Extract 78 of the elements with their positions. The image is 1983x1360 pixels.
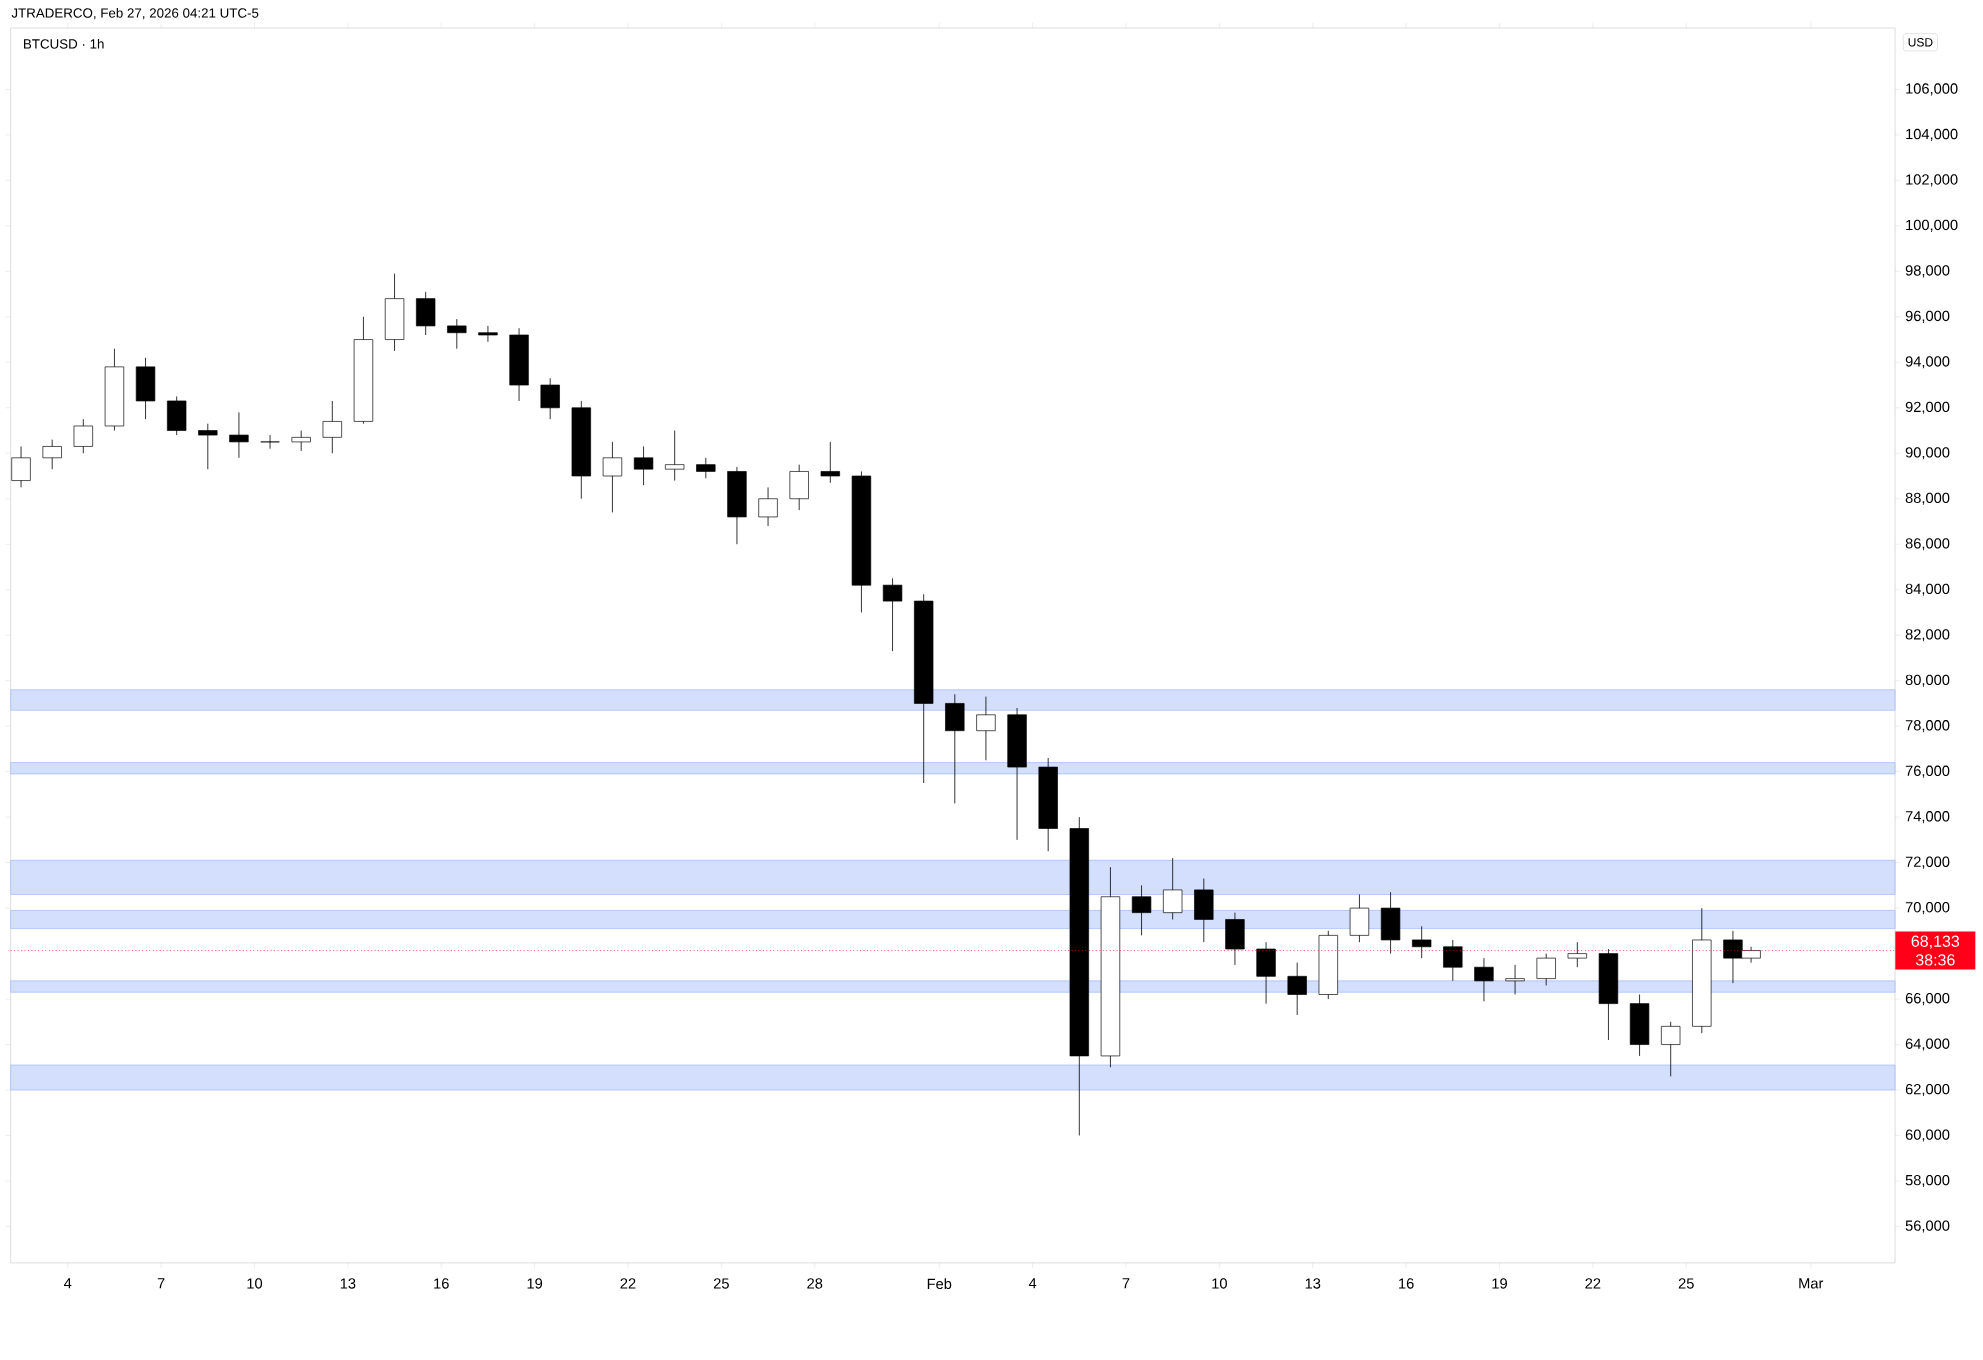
y-tick-label: 94,000	[1905, 356, 1950, 369]
y-tick-label: 70,000	[1905, 901, 1950, 915]
candlestick	[1505, 964, 1525, 995]
x-tick-label: 13	[340, 1278, 356, 1289]
x-tick-label: Mar	[1799, 1278, 1824, 1289]
candlestick	[478, 325, 498, 343]
y-tick-label: 92,000	[1905, 401, 1950, 414]
candlestick	[633, 445, 654, 486]
candlestick	[1412, 925, 1432, 959]
candlestick	[540, 377, 560, 420]
candlestick	[447, 318, 467, 349]
y-tick-label: 76,000	[1905, 765, 1950, 778]
y-tick-label: 86,000	[1905, 538, 1950, 551]
candlestick	[11, 445, 31, 488]
y-tick-label: 98,000	[1905, 265, 1950, 278]
y-tick-label: 58,000	[1905, 1174, 1950, 1187]
y-tick-label: 88,000	[1905, 492, 1950, 505]
y-tick-label: 102,000	[1906, 174, 1958, 187]
y-tick-label: 64,000	[1905, 1038, 1950, 1051]
candlestick	[1536, 953, 1556, 986]
x-tick-label: Feb	[927, 1278, 952, 1289]
x-tick-label: 4	[64, 1278, 72, 1289]
candlestick	[696, 457, 716, 479]
y-tick-label: 106,000	[1906, 83, 1958, 96]
candlestick	[820, 441, 840, 484]
x-tick-label: 7	[157, 1278, 165, 1289]
y-tick-label: 82,000	[1905, 629, 1950, 642]
y-tick-label: 60,000	[1905, 1129, 1950, 1142]
y-tick-label: 100,000	[1906, 219, 1958, 232]
x-tick-label: 13	[1305, 1278, 1321, 1289]
candlestick	[1163, 857, 1183, 920]
candlestick	[976, 696, 996, 761]
candlestick	[1474, 957, 1494, 1002]
candlestick	[1131, 884, 1152, 936]
x-tick-label: 10	[1212, 1278, 1227, 1289]
x-tick-label: 25	[713, 1278, 729, 1289]
text: BTCUSD · 1h	[24, 38, 104, 49]
x-tick-label: 7	[1122, 1278, 1130, 1289]
y-tick-label: 56,000	[1905, 1220, 1950, 1233]
y-tick-label: 90,000	[1905, 447, 1950, 460]
y-tick-label: 66,000	[1905, 992, 1950, 1006]
x-tick-label: 16	[434, 1278, 449, 1289]
y-axis-title: USD	[1908, 37, 1933, 47]
candlestick	[1661, 1021, 1681, 1077]
y-tick-label: 104,000	[1906, 128, 1958, 141]
x-tick-label: 22	[1585, 1278, 1601, 1289]
candlestick	[665, 430, 685, 481]
y-tick-label: 72,000	[1905, 856, 1950, 869]
candlestick	[260, 434, 280, 450]
y-tick-label: 96,000	[1905, 310, 1950, 323]
candlestick	[602, 441, 623, 513]
text: JTRADERCO, Feb 27, 2026 04:21 UTC-5	[11, 7, 259, 20]
candlestick	[1567, 941, 1587, 968]
x-tick-label: 16	[1399, 1278, 1414, 1289]
y-tick-label: 84,000	[1905, 583, 1950, 596]
x-tick-label: 4	[1028, 1278, 1037, 1289]
candlestick	[758, 486, 778, 527]
candlestick	[229, 411, 249, 459]
candlestick	[322, 400, 342, 454]
x-tick-label: 22	[620, 1278, 636, 1289]
candlestick	[882, 577, 903, 652]
candlestick	[73, 418, 93, 454]
candlestick	[291, 430, 311, 452]
ref-line-label: 68,133	[1911, 935, 1960, 949]
x-tick-label: 10	[247, 1278, 263, 1289]
x-tick-label: 25	[1678, 1278, 1694, 1289]
x-tick-label: 19	[527, 1278, 543, 1289]
y-tick-label: 74,000	[1905, 810, 1950, 824]
candlestick	[198, 423, 218, 470]
x-tick-label: 19	[1492, 1278, 1507, 1289]
y-tick-label: 62,000	[1905, 1083, 1950, 1096]
text: 38:36	[1915, 954, 1955, 966]
candlestick	[1443, 939, 1463, 982]
candlestick	[42, 439, 62, 470]
x-tick-label: 28	[807, 1278, 823, 1289]
candlestick	[1287, 962, 1307, 1016]
y-tick-label: 80,000	[1905, 674, 1950, 687]
y-tick-label: 78,000	[1905, 720, 1950, 733]
